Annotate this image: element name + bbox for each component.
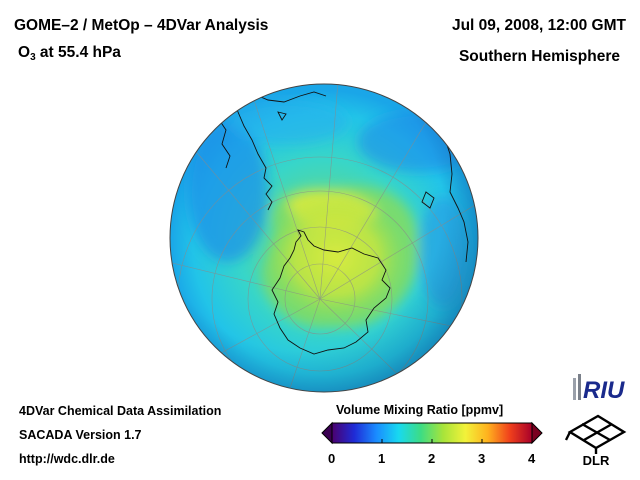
hemisphere-label: Southern Hemisphere: [458, 48, 620, 65]
colorbar: [321, 421, 543, 445]
analysis-date: Jul 09, 2008, 12:00 GMT: [451, 17, 626, 34]
colorbar-tick: 4: [528, 451, 536, 466]
riu-logo-text: RIU: [583, 377, 625, 404]
colorbar-tick: 1: [378, 451, 386, 466]
species-subscript: 3: [30, 52, 36, 63]
pressure-level: at 55.4 hPa: [35, 44, 121, 61]
dlr-logo-text: DLR: [583, 453, 610, 466]
species-name: O: [18, 44, 31, 61]
footer-version: SACADA Version 1.7: [19, 428, 142, 442]
colorbar-tick: 0: [328, 451, 336, 466]
map-title: GOME–2 / MetOp – 4DVar Analysis: [14, 17, 269, 34]
colorbar-tick: 3: [478, 451, 486, 466]
riu-logo: RIU: [573, 374, 625, 404]
dlr-logo: DLR: [564, 414, 627, 466]
globe-outline: [169, 83, 479, 393]
colorbar-max-arrow: [531, 421, 543, 445]
colorbar-min-arrow: [321, 421, 333, 445]
globe-map: [169, 83, 479, 393]
footer-url[interactable]: http://wdc.dlr.de: [19, 452, 115, 466]
footer-system: 4DVar Chemical Data Assimilation: [19, 404, 222, 418]
map-subtitle: O3 at 55.4 hPa: [18, 44, 121, 63]
colorbar-title: Volume Mixing Ratio [ppmv]: [336, 403, 504, 417]
colorbar-tick: 2: [428, 451, 436, 466]
